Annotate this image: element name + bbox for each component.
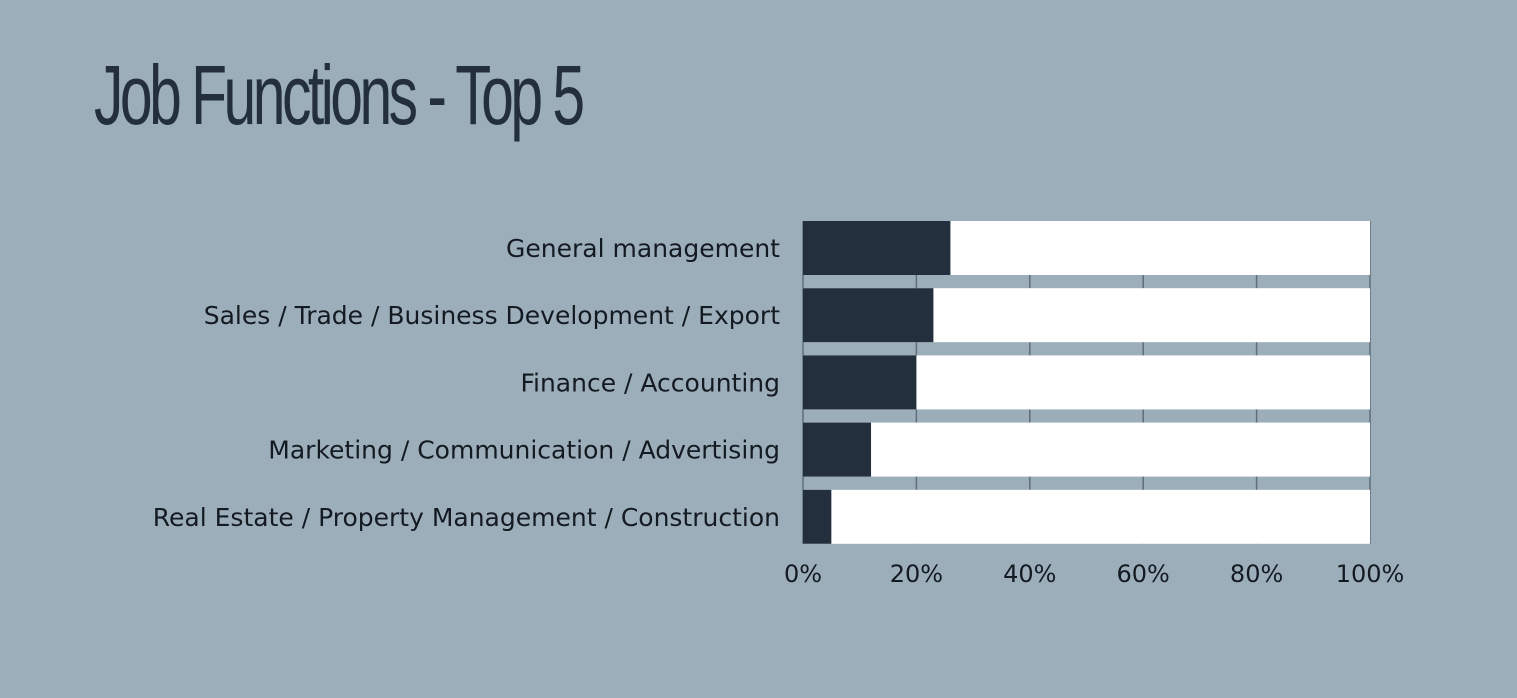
bar [803, 221, 951, 275]
category-labels: General management Sales / Trade / Busine… [153, 234, 780, 532]
category-label: Real Estate / Property Management / Cons… [153, 503, 780, 532]
bar [803, 489, 832, 544]
bar-track [803, 422, 1370, 477]
category-label: General management [506, 234, 780, 263]
category-label: Finance / Accounting [520, 368, 780, 397]
bars [803, 221, 1370, 544]
x-tick-label: 0% [784, 560, 822, 588]
bar [803, 422, 872, 477]
bar [803, 288, 934, 343]
x-tick-label: 100% [1336, 560, 1405, 588]
page-title: Job Functions - Top 5 [94, 48, 585, 142]
category-label: Sales / Trade / Business Development / E… [204, 301, 780, 330]
category-label: Marketing / Communication / Advertising [268, 436, 780, 465]
bar-track [803, 489, 1370, 544]
x-tick-label: 80% [1230, 560, 1283, 588]
x-tick-label: 60% [1117, 560, 1170, 588]
x-axis-ticks: 0% 20% 40% 60% 80% 100% [784, 560, 1404, 588]
x-tick-label: 40% [1003, 560, 1056, 588]
x-tick-label: 20% [890, 560, 943, 588]
bar [803, 355, 917, 410]
